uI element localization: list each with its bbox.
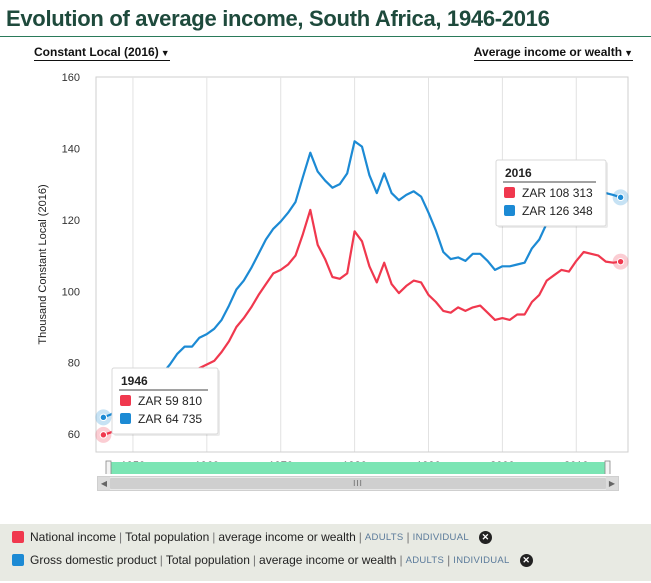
legend-swatch	[12, 531, 24, 543]
tooltip-value: ZAR 59 810	[138, 394, 202, 408]
legend-separator: |	[358, 530, 362, 544]
y-tick-label: 160	[62, 72, 80, 84]
tooltip-value: ZAR 64 735	[138, 412, 202, 426]
legend-unit-adults: ADULTS	[364, 531, 404, 543]
measure-dropdown[interactable]: Average income or wealth ▼	[473, 45, 633, 61]
y-tick-label: 120	[62, 215, 80, 227]
data-point[interactable]	[99, 413, 108, 422]
legend-separator: |	[447, 553, 451, 567]
range-handle-right[interactable]	[604, 460, 611, 474]
legend-series-name: Gross domestic product	[30, 553, 157, 567]
legend-unit-adults: ADULTS	[405, 554, 445, 566]
scroll-left-button[interactable]: ◀	[98, 477, 110, 490]
legend-unit-individual: INDIVIDUAL	[412, 531, 469, 543]
tooltip-box	[495, 159, 607, 227]
y-tick-label: 100	[62, 286, 80, 298]
tooltip-2016: 2016 ZAR 108 313 ZAR 126 348	[495, 159, 608, 228]
y-tick-label: 140	[62, 143, 80, 155]
data-point[interactable]	[99, 431, 108, 439]
series-legend: National income | Total population | ave…	[0, 524, 651, 581]
tooltip-swatch	[120, 395, 131, 406]
legend-item-national-income[interactable]: National income | Total population | ave…	[12, 528, 492, 546]
legend-separator: |	[406, 530, 410, 544]
y-tick-label: 60	[68, 429, 80, 441]
legend-measure: average income or wealth	[218, 530, 356, 544]
tooltip-value: ZAR 108 313	[522, 186, 593, 200]
legend-separator: |	[399, 553, 403, 567]
legend-separator: |	[252, 553, 257, 567]
range-navigator[interactable]	[108, 462, 608, 474]
tooltip-1946: 1946 ZAR 59 810 ZAR 64 735	[111, 367, 220, 436]
legend-swatch	[12, 554, 24, 566]
range-handle-left[interactable]	[105, 460, 112, 474]
tooltip-year: 1946	[121, 374, 148, 388]
data-point[interactable]	[616, 257, 625, 266]
remove-series-icon[interactable]: ✕	[478, 530, 492, 544]
chart-scrollbar[interactable]: ◀ III ▶	[97, 476, 619, 491]
legend-population: Total population	[165, 553, 250, 567]
legend-series-name: National income	[30, 530, 117, 544]
title-divider	[0, 36, 651, 37]
chevron-down-icon: ▼	[160, 48, 170, 58]
tooltip-box	[111, 367, 219, 435]
scrollbar-thumb[interactable]: III	[110, 478, 606, 489]
currency-dropdown-label: Constant Local (2016)	[34, 45, 159, 59]
tooltip-year: 2016	[505, 166, 532, 180]
legend-measure: average income or wealth	[259, 553, 397, 567]
tooltip-swatch	[120, 413, 131, 424]
series-line-1[interactable]	[102, 140, 621, 419]
legend-separator: |	[119, 530, 123, 544]
data-point[interactable]	[616, 193, 625, 202]
legend-unit-individual: INDIVIDUAL	[453, 554, 510, 566]
legend-item-gdp[interactable]: Gross domestic product | Total populatio…	[12, 551, 533, 569]
legend-population: Total population	[125, 530, 210, 544]
tooltip-swatch	[504, 187, 515, 198]
legend-separator: |	[212, 530, 216, 544]
page-title: Evolution of average income, South Afric…	[6, 6, 550, 31]
currency-dropdown[interactable]: Constant Local (2016) ▼	[34, 45, 170, 61]
y-tick-label: 80	[68, 358, 80, 370]
tooltip-value: ZAR 126 348	[522, 204, 593, 218]
scroll-right-button[interactable]: ▶	[606, 477, 618, 490]
measure-dropdown-label: Average income or wealth	[473, 45, 623, 59]
remove-series-icon[interactable]: ✕	[519, 553, 533, 567]
legend-separator: |	[159, 553, 163, 567]
chevron-down-icon: ▼	[624, 48, 633, 58]
tooltip-swatch	[504, 205, 515, 216]
y-axis-label: Thousand Constant Local (2016)	[37, 184, 49, 344]
income-line-chart[interactable]: 1950196019701980199020002010608010012014…	[0, 64, 651, 474]
